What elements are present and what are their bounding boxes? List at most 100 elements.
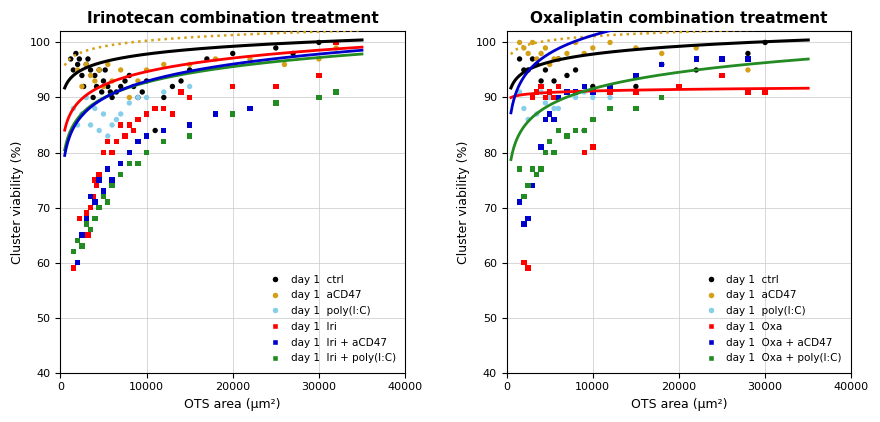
Point [586, 143, 600, 150]
Point [75, 243, 89, 249]
Point [140, 78, 154, 84]
Point [114, 122, 128, 128]
Point [551, 56, 565, 62]
Point [521, 67, 535, 73]
Point [92, 67, 106, 73]
Point [629, 105, 643, 112]
Point [586, 89, 600, 95]
Point [79, 215, 93, 222]
Point [586, 45, 600, 51]
Point [114, 83, 128, 90]
Point [629, 89, 643, 95]
Point [539, 45, 553, 51]
Point [603, 39, 617, 46]
Point [92, 204, 106, 211]
Legend: day 1  ctrl, day 1  aCD47, day 1  poly(I:C), day 1  Oxa, day 1  Oxa + aCD47, day: day 1 ctrl, day 1 aCD47, day 1 poly(I:C)… [696, 271, 846, 368]
Point [243, 105, 257, 112]
Title: Irinotecan combination treatment: Irinotecan combination treatment [87, 11, 378, 26]
Point [243, 56, 257, 62]
Point [577, 127, 591, 134]
Point [100, 61, 114, 68]
Point [92, 127, 106, 134]
Point [741, 89, 755, 95]
Point [629, 89, 643, 95]
Point [157, 127, 171, 134]
Point [63, 56, 77, 62]
Point [312, 94, 326, 101]
Point [100, 166, 114, 173]
Legend: day 1  ctrl, day 1  aCD47, day 1  poly(I:C), day 1  Iri, day 1  Iri + aCD47, day: day 1 ctrl, day 1 aCD47, day 1 poly(I:C)… [260, 271, 400, 368]
Point [551, 94, 565, 101]
Point [127, 83, 141, 90]
Point [577, 83, 591, 90]
Point [543, 89, 557, 95]
Point [525, 182, 539, 189]
Point [75, 232, 89, 238]
Point [81, 56, 95, 62]
Point [140, 111, 154, 117]
X-axis label: OTS area (μm²): OTS area (μm²) [185, 398, 281, 411]
Point [70, 237, 84, 244]
Point [758, 89, 772, 95]
Point [603, 94, 617, 101]
Point [547, 56, 561, 62]
Point [547, 78, 561, 84]
Point [140, 94, 154, 101]
Point [517, 193, 531, 200]
Point [517, 67, 531, 73]
Point [277, 61, 291, 68]
Point [512, 89, 526, 95]
Point [183, 83, 197, 90]
Point [157, 138, 171, 145]
Point [521, 265, 535, 271]
Point [99, 67, 113, 73]
Point [758, 39, 772, 46]
Point [88, 199, 102, 206]
Point [525, 166, 539, 173]
X-axis label: OTS area (μm²): OTS area (μm²) [631, 398, 727, 411]
Point [92, 67, 106, 73]
Point [603, 89, 617, 95]
Point [741, 50, 755, 57]
Point [512, 39, 526, 46]
Point [539, 94, 553, 101]
Point [539, 100, 553, 106]
Point [88, 72, 102, 79]
Point [329, 39, 343, 46]
Point [183, 61, 197, 68]
Point [86, 94, 100, 101]
Point [547, 116, 561, 123]
Point [560, 89, 574, 95]
Point [517, 45, 531, 51]
Point [165, 83, 180, 90]
Point [312, 72, 326, 79]
Point [551, 127, 565, 134]
Point [109, 116, 123, 123]
Point [75, 111, 89, 117]
Point [577, 149, 591, 156]
Point [118, 133, 132, 139]
Point [122, 122, 136, 128]
Point [521, 182, 535, 189]
Point [543, 61, 557, 68]
Point [165, 111, 180, 117]
Point [105, 78, 119, 84]
Point [551, 83, 565, 90]
Point [534, 50, 548, 57]
Point [157, 61, 171, 68]
Point [88, 215, 102, 222]
Point [86, 193, 100, 200]
Point [715, 56, 730, 62]
Point [530, 171, 544, 178]
Point [75, 72, 89, 79]
Point [629, 45, 643, 51]
Point [114, 160, 128, 167]
Point [268, 100, 282, 106]
Point [97, 111, 111, 117]
Point [122, 94, 136, 101]
Point [109, 89, 123, 95]
Point [312, 39, 326, 46]
Point [72, 215, 86, 222]
Point [715, 72, 730, 79]
Point [534, 78, 548, 84]
